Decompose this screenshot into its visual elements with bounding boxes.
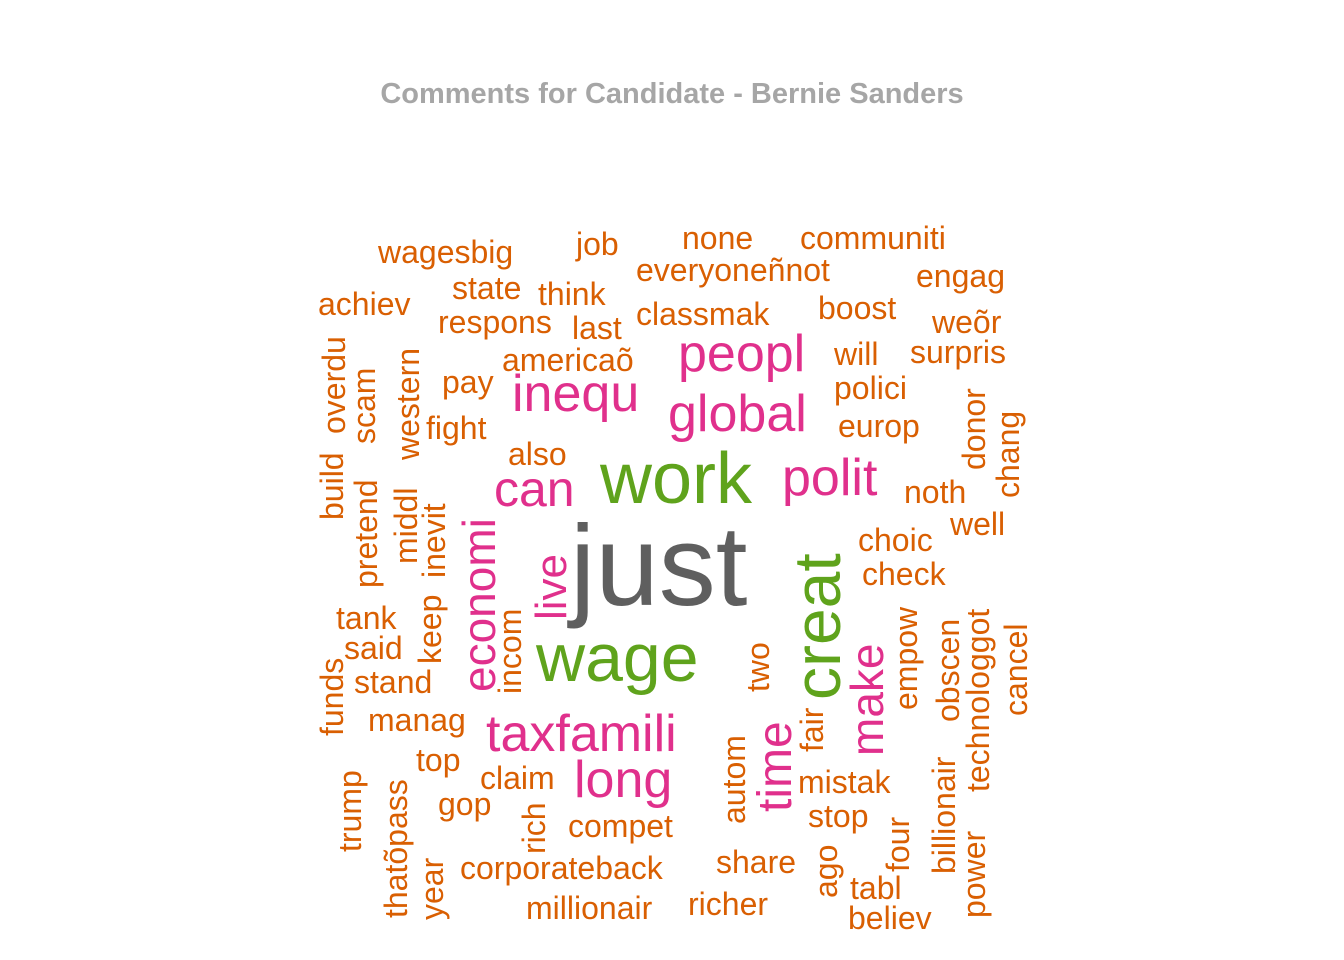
word-26: last (572, 310, 622, 346)
word-16: wagesbig (378, 234, 514, 270)
word-30: americaõ (502, 342, 634, 378)
word-20: everyoneñnot (636, 252, 830, 288)
word-25: respons (438, 304, 552, 340)
word-27: classmak (636, 296, 770, 332)
word-39: well (950, 506, 1006, 542)
word-36: europ (838, 408, 920, 444)
word-34: polici (834, 370, 907, 406)
word-46: top (416, 742, 461, 778)
word-5: peopl (678, 325, 806, 383)
word-81: power (956, 830, 992, 918)
word-31: will (834, 336, 879, 372)
word-29: weõr (932, 304, 1002, 340)
word-52: richer (688, 886, 769, 922)
word-11: live (527, 553, 576, 620)
word-19: communiti (800, 220, 946, 256)
word-62: western (390, 347, 426, 460)
word-41: check (862, 556, 946, 592)
word-21: engag (916, 258, 1005, 294)
word-40: choic (858, 522, 933, 558)
word-71: rich (516, 802, 552, 854)
word-56: tabl (850, 870, 902, 906)
word-33: pay (442, 364, 494, 400)
word-60: scam (346, 367, 382, 444)
word-80: technologgot (960, 608, 996, 792)
word-2: work (600, 439, 753, 519)
word-15: time (749, 721, 802, 812)
word-55: stop (808, 798, 869, 834)
word-28: boost (818, 290, 897, 326)
word-50: corporateback (460, 850, 663, 886)
word-35: fight (426, 410, 487, 446)
word-45: manag (368, 702, 466, 738)
word-7: global (668, 385, 807, 443)
word-12: make (841, 643, 893, 756)
word-44: stand (354, 664, 433, 700)
word-68: trump (332, 770, 368, 852)
word-22: state (452, 270, 522, 306)
word-69: thatõpass (378, 779, 414, 918)
word-66: funds (314, 657, 350, 736)
word-17: job (576, 226, 619, 262)
word-6: inequ (512, 365, 640, 423)
word-59: build (314, 452, 350, 520)
word-72: autom (716, 735, 752, 824)
word-54: mistak (798, 764, 891, 800)
word-82: donor (956, 388, 992, 470)
word-42: tank (336, 600, 397, 636)
word-43: said (344, 630, 403, 666)
word-49: compet (568, 808, 673, 844)
word-48: gop (438, 786, 492, 822)
word-61: pretend (348, 479, 384, 588)
word-37: also (508, 436, 567, 472)
word-14: long (574, 751, 673, 809)
word-73: two (740, 642, 776, 692)
word-83: chang (990, 410, 1026, 498)
word-76: four (880, 816, 916, 872)
word-23: think (538, 276, 606, 312)
word-47: claim (480, 760, 555, 796)
word-3: wage (536, 620, 699, 696)
chart-title: Comments for Candidate - Bernie Sanders (380, 78, 964, 110)
word-13: taxfamili (486, 705, 677, 763)
word-64: inevit (416, 503, 452, 578)
word-9: can (494, 461, 575, 517)
word-77: empow (888, 606, 924, 710)
word-24: achiev (318, 286, 411, 322)
word-51: millionair (526, 890, 653, 926)
word-32: surpris (910, 334, 1007, 370)
word-70: year (414, 857, 450, 920)
word-74: fair (794, 707, 830, 752)
word-75: ago (808, 844, 844, 898)
word-1: just (570, 503, 748, 630)
word-84: cancel (998, 623, 1034, 717)
word-53: share (716, 844, 797, 880)
word-65: keep (412, 594, 448, 664)
word-67: incom (492, 608, 528, 694)
word-18: none (682, 220, 754, 256)
word-38: noth (904, 474, 967, 510)
word-8: polit (782, 449, 878, 507)
word-57: believ (848, 900, 932, 936)
